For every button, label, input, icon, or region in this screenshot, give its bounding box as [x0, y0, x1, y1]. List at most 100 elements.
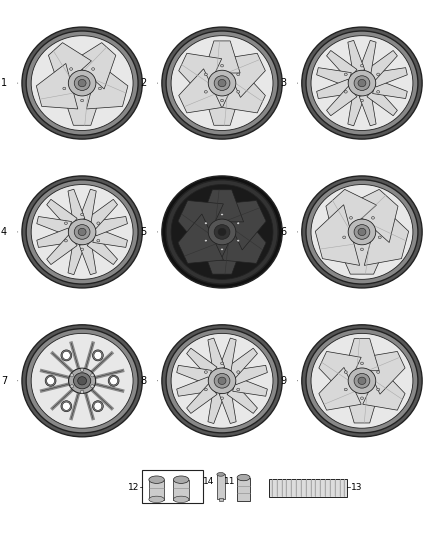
Ellipse shape: [74, 224, 90, 239]
Polygon shape: [68, 189, 85, 222]
Ellipse shape: [354, 76, 370, 91]
Ellipse shape: [205, 388, 207, 391]
Ellipse shape: [162, 176, 282, 288]
Ellipse shape: [214, 76, 230, 91]
Polygon shape: [223, 69, 265, 113]
Ellipse shape: [208, 219, 236, 245]
Polygon shape: [208, 391, 225, 424]
Ellipse shape: [205, 91, 207, 93]
Ellipse shape: [63, 87, 66, 90]
Ellipse shape: [69, 368, 95, 393]
Text: 5: 5: [141, 227, 147, 237]
Polygon shape: [73, 43, 116, 89]
Ellipse shape: [348, 70, 376, 96]
Polygon shape: [177, 365, 212, 385]
Ellipse shape: [378, 236, 381, 239]
Ellipse shape: [377, 73, 380, 76]
Polygon shape: [187, 384, 217, 414]
Ellipse shape: [237, 73, 240, 76]
Ellipse shape: [91, 385, 94, 388]
Ellipse shape: [99, 87, 101, 90]
Polygon shape: [327, 86, 357, 116]
Ellipse shape: [205, 222, 207, 224]
Ellipse shape: [70, 374, 74, 377]
Polygon shape: [63, 93, 102, 125]
Polygon shape: [49, 43, 92, 89]
Ellipse shape: [306, 329, 418, 433]
Polygon shape: [87, 235, 117, 264]
Text: 6: 6: [281, 227, 287, 237]
Ellipse shape: [171, 184, 273, 279]
Polygon shape: [68, 241, 85, 274]
Ellipse shape: [371, 216, 374, 219]
Ellipse shape: [214, 224, 230, 239]
Polygon shape: [315, 205, 360, 265]
Polygon shape: [223, 53, 265, 98]
Polygon shape: [79, 189, 96, 222]
Polygon shape: [359, 93, 376, 126]
Polygon shape: [179, 53, 222, 98]
Ellipse shape: [360, 64, 364, 67]
Ellipse shape: [81, 248, 84, 251]
Polygon shape: [219, 338, 236, 371]
Text: 4: 4: [1, 227, 7, 237]
Polygon shape: [363, 367, 405, 410]
Ellipse shape: [208, 70, 236, 96]
FancyBboxPatch shape: [219, 498, 223, 502]
Ellipse shape: [237, 474, 250, 481]
Polygon shape: [178, 200, 223, 250]
Ellipse shape: [344, 371, 347, 374]
Ellipse shape: [311, 333, 413, 428]
Polygon shape: [336, 242, 388, 274]
Polygon shape: [208, 338, 225, 371]
Ellipse shape: [26, 31, 138, 135]
Ellipse shape: [97, 239, 100, 242]
Polygon shape: [36, 63, 78, 109]
Ellipse shape: [377, 371, 380, 374]
Ellipse shape: [166, 180, 278, 284]
Polygon shape: [364, 205, 409, 265]
Ellipse shape: [218, 79, 226, 87]
Polygon shape: [317, 79, 351, 99]
Polygon shape: [221, 200, 266, 250]
Text: 3: 3: [281, 78, 287, 88]
Ellipse shape: [348, 219, 376, 245]
Text: 9: 9: [281, 376, 287, 386]
Polygon shape: [327, 51, 357, 80]
Ellipse shape: [166, 31, 278, 135]
Polygon shape: [227, 384, 258, 414]
Polygon shape: [86, 63, 128, 109]
Text: 11: 11: [224, 478, 235, 486]
Ellipse shape: [149, 476, 164, 483]
Ellipse shape: [68, 219, 96, 245]
Ellipse shape: [377, 388, 380, 391]
Ellipse shape: [171, 333, 273, 428]
Polygon shape: [363, 351, 405, 394]
Ellipse shape: [64, 222, 67, 224]
Ellipse shape: [173, 476, 189, 483]
Ellipse shape: [237, 91, 240, 93]
Ellipse shape: [377, 91, 380, 93]
Ellipse shape: [47, 377, 55, 385]
Ellipse shape: [171, 36, 273, 131]
Ellipse shape: [162, 27, 282, 139]
Polygon shape: [179, 69, 222, 113]
Text: 7: 7: [1, 376, 7, 386]
Ellipse shape: [205, 239, 207, 242]
Ellipse shape: [26, 180, 138, 284]
Ellipse shape: [306, 31, 418, 135]
Polygon shape: [47, 235, 77, 264]
Ellipse shape: [92, 350, 103, 361]
Polygon shape: [367, 86, 397, 116]
Ellipse shape: [94, 402, 102, 410]
Ellipse shape: [302, 27, 422, 139]
Ellipse shape: [166, 329, 278, 433]
Text: 8: 8: [141, 376, 147, 386]
Polygon shape: [359, 41, 376, 74]
Ellipse shape: [78, 79, 86, 87]
Ellipse shape: [97, 222, 100, 224]
Polygon shape: [221, 214, 266, 263]
FancyBboxPatch shape: [217, 474, 225, 499]
Ellipse shape: [221, 397, 223, 400]
Ellipse shape: [221, 248, 223, 251]
